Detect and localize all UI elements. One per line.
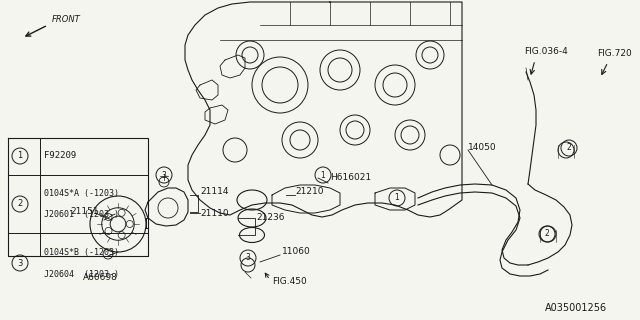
Text: 2: 2 — [545, 229, 549, 238]
Text: 1: 1 — [17, 151, 22, 161]
Text: 21236: 21236 — [256, 213, 285, 222]
Text: H616021: H616021 — [330, 173, 371, 182]
Text: A60698: A60698 — [83, 274, 117, 283]
Text: 1: 1 — [395, 194, 399, 203]
Text: 21210: 21210 — [295, 188, 323, 196]
Text: 1: 1 — [321, 171, 325, 180]
Text: 21114: 21114 — [200, 188, 228, 196]
Text: 21110: 21110 — [200, 209, 228, 218]
Text: F92209: F92209 — [44, 151, 76, 161]
Text: 21151: 21151 — [70, 207, 99, 217]
Text: J20604  (1203-): J20604 (1203-) — [44, 270, 119, 279]
Text: FRONT: FRONT — [52, 15, 81, 25]
Text: FIG.720: FIG.720 — [597, 50, 632, 59]
Text: 0104S*A (-1203): 0104S*A (-1203) — [44, 189, 119, 198]
Text: 2: 2 — [17, 199, 22, 209]
Text: 3: 3 — [161, 171, 166, 180]
Text: 3: 3 — [246, 253, 250, 262]
Text: FIG.450: FIG.450 — [272, 277, 307, 286]
Text: 0104S*B (-1203): 0104S*B (-1203) — [44, 248, 119, 257]
Text: 14050: 14050 — [468, 143, 497, 153]
Text: 2: 2 — [566, 143, 572, 153]
Text: A035001256: A035001256 — [545, 303, 607, 313]
Text: J20601  (1203-): J20601 (1203-) — [44, 210, 119, 219]
Text: 11060: 11060 — [282, 247, 311, 257]
Text: FIG.036-4: FIG.036-4 — [524, 47, 568, 57]
Text: 3: 3 — [17, 259, 22, 268]
